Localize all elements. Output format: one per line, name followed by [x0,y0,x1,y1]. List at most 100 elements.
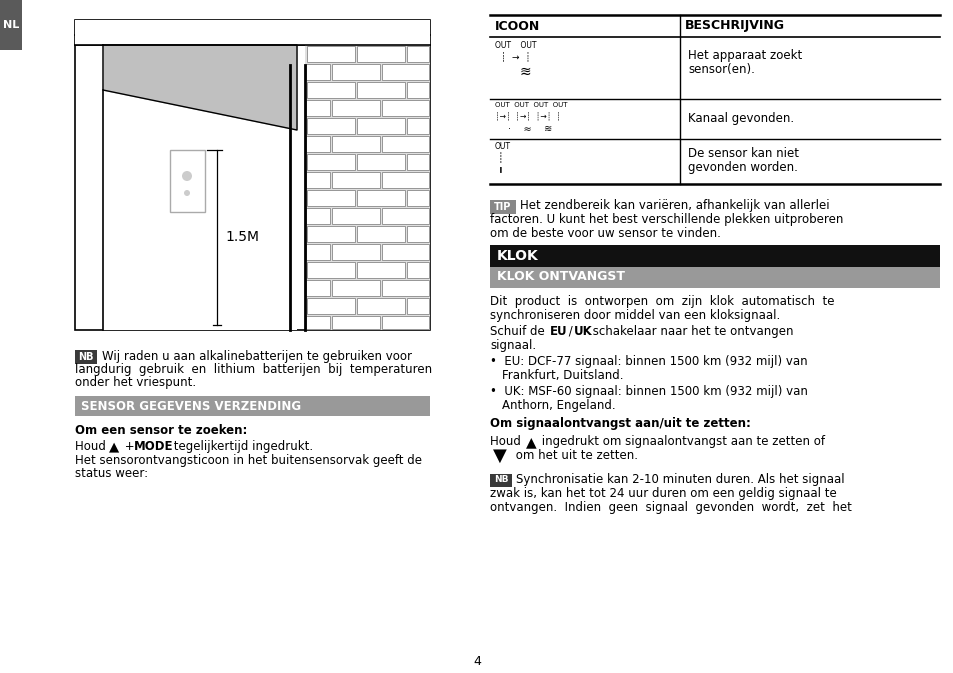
Text: synchroniseren door middel van een kloksignaal.: synchroniseren door middel van een kloks… [490,309,780,322]
FancyBboxPatch shape [75,20,430,45]
FancyBboxPatch shape [381,208,429,224]
Text: •  EU: DCF-77 signaal: binnen 1500 km (932 mijl) van: • EU: DCF-77 signaal: binnen 1500 km (93… [490,355,807,368]
Text: Anthorn, Engeland.: Anthorn, Engeland. [501,399,615,412]
Text: 4: 4 [473,655,480,668]
Text: Kanaal gevonden.: Kanaal gevonden. [687,112,793,125]
Text: ▲: ▲ [525,435,536,449]
FancyBboxPatch shape [306,208,330,224]
Text: om de beste voor uw sensor te vinden.: om de beste voor uw sensor te vinden. [490,227,720,240]
FancyBboxPatch shape [381,316,429,329]
Text: ·    ≈    ≋: · ≈ ≋ [507,124,552,134]
FancyBboxPatch shape [490,245,939,267]
FancyBboxPatch shape [407,190,429,206]
Text: EU: EU [550,325,567,338]
FancyBboxPatch shape [407,298,429,314]
Text: Synchronisatie kan 2-10 minuten duren. Als het signaal: Synchronisatie kan 2-10 minuten duren. A… [516,473,843,486]
FancyBboxPatch shape [332,244,379,260]
Text: SENSOR GEGEVENS VERZENDING: SENSOR GEGEVENS VERZENDING [81,400,301,413]
FancyBboxPatch shape [381,280,429,296]
Text: NL: NL [3,20,19,30]
Text: •  UK: MSF-60 signaal: binnen 1500 km (932 mijl) van: • UK: MSF-60 signaal: binnen 1500 km (93… [490,385,807,398]
FancyBboxPatch shape [307,190,355,206]
FancyBboxPatch shape [306,136,330,152]
FancyBboxPatch shape [307,46,355,62]
FancyBboxPatch shape [103,65,296,330]
FancyBboxPatch shape [381,172,429,188]
FancyBboxPatch shape [0,0,22,50]
FancyBboxPatch shape [307,118,355,134]
Text: factoren. U kunt het best verschillende plekken uitproberen: factoren. U kunt het best verschillende … [490,213,842,226]
Text: Om een sensor te zoeken:: Om een sensor te zoeken: [75,424,247,437]
Text: Wij raden u aan alkalinebatterijen te gebruiken voor: Wij raden u aan alkalinebatterijen te ge… [102,350,412,363]
Text: Om signaalontvangst aan/uit te zetten:: Om signaalontvangst aan/uit te zetten: [490,417,750,430]
Text: om het uit te zetten.: om het uit te zetten. [512,449,638,462]
FancyBboxPatch shape [407,46,429,62]
Text: schakelaar naar het te ontvangen: schakelaar naar het te ontvangen [588,325,793,338]
Text: Houd: Houd [75,440,110,453]
FancyBboxPatch shape [306,316,330,329]
Text: status weer:: status weer: [75,467,148,480]
FancyBboxPatch shape [170,150,205,212]
Text: ┊→┊  ┊→┊  ┊→┊  ┊: ┊→┊ ┊→┊ ┊→┊ ┊ [495,112,560,121]
FancyBboxPatch shape [332,136,379,152]
Text: Het apparaat zoekt: Het apparaat zoekt [687,49,801,62]
FancyBboxPatch shape [332,100,379,116]
Text: OUT: OUT [495,142,511,151]
FancyBboxPatch shape [306,100,330,116]
FancyBboxPatch shape [356,190,405,206]
Text: +: + [121,440,138,453]
FancyBboxPatch shape [490,200,516,214]
FancyBboxPatch shape [490,474,512,487]
FancyBboxPatch shape [381,64,429,80]
Text: ▼: ▼ [493,447,506,465]
FancyBboxPatch shape [306,244,330,260]
FancyBboxPatch shape [356,46,405,62]
Text: sensor(en).: sensor(en). [687,63,754,76]
Text: ontvangen.  Indien  geen  signaal  gevonden  wordt,  zet  het: ontvangen. Indien geen signaal gevonden … [490,501,851,514]
Text: BESCHRIJVING: BESCHRIJVING [684,20,784,32]
Text: ≋: ≋ [519,65,531,79]
FancyBboxPatch shape [306,280,330,296]
FancyBboxPatch shape [306,64,330,80]
FancyBboxPatch shape [332,316,379,329]
FancyBboxPatch shape [381,100,429,116]
Text: ingedrukt om signaalontvangst aan te zetten of: ingedrukt om signaalontvangst aan te zet… [537,435,824,448]
Text: UK: UK [574,325,592,338]
Text: TIP: TIP [494,202,511,212]
FancyBboxPatch shape [332,208,379,224]
FancyBboxPatch shape [407,262,429,278]
Text: Schuif de: Schuif de [490,325,548,338]
Text: Dit  product  is  ontworpen  om  zijn  klok  automatisch  te: Dit product is ontworpen om zijn klok au… [490,295,834,308]
Text: /: / [564,325,576,338]
Text: zwak is, kan het tot 24 uur duren om een geldig signaal te: zwak is, kan het tot 24 uur duren om een… [490,487,836,500]
Text: onder het vriespunt.: onder het vriespunt. [75,376,196,389]
FancyBboxPatch shape [356,262,405,278]
FancyBboxPatch shape [381,244,429,260]
FancyBboxPatch shape [307,262,355,278]
FancyBboxPatch shape [356,298,405,314]
Polygon shape [103,45,296,130]
FancyBboxPatch shape [307,226,355,242]
FancyBboxPatch shape [356,82,405,98]
Text: gevonden worden.: gevonden worden. [687,161,797,174]
Text: NB: NB [494,476,508,485]
Text: NB: NB [78,352,93,362]
Text: langdurig  gebruik  en  lithium  batterijen  bij  temperaturen: langdurig gebruik en lithium batterijen … [75,363,432,376]
Text: ┊: ┊ [497,152,503,163]
FancyBboxPatch shape [407,118,429,134]
FancyBboxPatch shape [407,82,429,98]
Text: Het zendbereik kan variëren, afhankelijk van allerlei: Het zendbereik kan variëren, afhankelijk… [519,199,829,212]
Text: 1.5M: 1.5M [225,230,258,244]
FancyBboxPatch shape [332,280,379,296]
Text: Het sensorontvangsticoon in het buitensensorvak geeft de: Het sensorontvangsticoon in het buitense… [75,454,421,467]
FancyBboxPatch shape [332,172,379,188]
Circle shape [182,171,192,181]
Text: signaal.: signaal. [490,339,536,352]
Text: Frankfurt, Duitsland.: Frankfurt, Duitsland. [501,369,623,382]
FancyBboxPatch shape [75,350,97,364]
FancyBboxPatch shape [407,154,429,170]
FancyBboxPatch shape [305,45,430,330]
FancyBboxPatch shape [307,298,355,314]
FancyBboxPatch shape [381,136,429,152]
FancyBboxPatch shape [306,172,330,188]
